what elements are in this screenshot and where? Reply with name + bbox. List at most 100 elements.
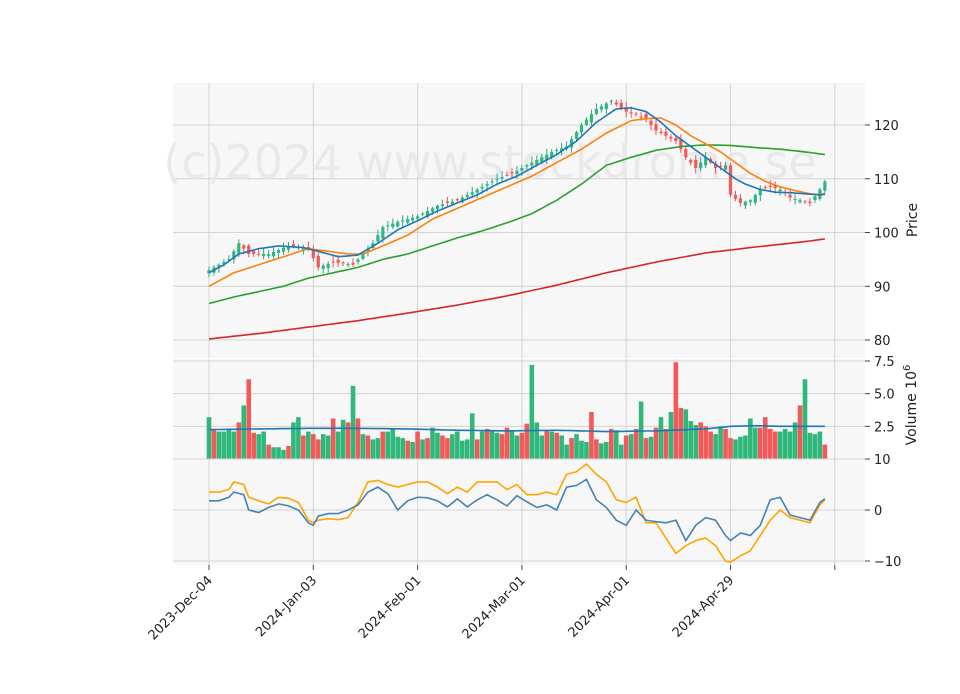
volume-bar xyxy=(380,431,386,459)
candle-body xyxy=(271,251,276,257)
volume-bar xyxy=(251,432,256,459)
volume-bar xyxy=(306,431,311,459)
volume-bar xyxy=(718,426,723,459)
volume-bar xyxy=(514,435,520,459)
volume-bar xyxy=(589,411,594,459)
candle-body xyxy=(649,120,653,125)
volume-bar xyxy=(325,435,331,459)
volume-bar xyxy=(350,385,356,459)
candle-body xyxy=(535,159,539,165)
volume-bar xyxy=(395,436,401,459)
candle-body xyxy=(500,176,504,179)
price-y-tick-label: 80 xyxy=(874,334,891,349)
candle-body xyxy=(505,174,509,176)
candle-body xyxy=(416,216,420,219)
volume-bar xyxy=(559,435,564,459)
volume-bar xyxy=(623,435,629,459)
candle-body xyxy=(664,131,668,136)
volume-axis-label: Volume 106 xyxy=(902,365,920,446)
volume-bar xyxy=(613,430,619,459)
candle-body xyxy=(798,200,802,203)
candle-body xyxy=(768,185,772,187)
candle-body xyxy=(654,124,658,131)
candle-body xyxy=(465,194,469,197)
volume-bar xyxy=(743,435,748,459)
candle-body xyxy=(550,151,554,158)
volume-bar xyxy=(584,442,589,459)
volume-bar xyxy=(440,435,445,459)
volume-bar xyxy=(618,444,624,459)
x-tick-label: 2024-Apr-01 xyxy=(566,573,633,640)
candle-body xyxy=(753,194,757,203)
candle-body xyxy=(420,213,425,215)
x-tick-label: 2024-Mar-01 xyxy=(460,573,529,642)
candle-body xyxy=(704,157,708,166)
candle-body xyxy=(674,138,678,142)
x-tick-label: 2023-Dec-04 xyxy=(146,573,216,643)
volume-bar xyxy=(499,434,505,459)
volume-bar xyxy=(296,417,301,459)
price-y-tick-label: 120 xyxy=(874,119,899,134)
volume-bar xyxy=(638,401,644,459)
volume-bar xyxy=(797,405,803,459)
volume-bar xyxy=(519,432,525,459)
price-series xyxy=(207,99,827,340)
volume-bar xyxy=(464,439,470,459)
volume-bar xyxy=(569,438,574,459)
volume-bar xyxy=(301,435,306,459)
volume-bar xyxy=(509,430,515,459)
volume-bar xyxy=(385,431,391,459)
volume-bar xyxy=(340,419,346,459)
volume-bar xyxy=(673,362,679,459)
candle-body xyxy=(788,194,792,198)
candle-body xyxy=(525,165,529,167)
volume-y-tick-label: 2.5 xyxy=(874,420,895,435)
candle-body xyxy=(594,108,598,114)
volume-y-tick-label: 7.5 xyxy=(874,355,895,370)
candle-body xyxy=(793,198,797,200)
volume-bar xyxy=(802,379,808,459)
volume-bar xyxy=(435,432,440,459)
candle-body xyxy=(435,205,440,209)
volume-y-axis: 2.5 5.0 7.5 xyxy=(865,355,895,435)
volume-bar xyxy=(782,428,788,459)
volume-bar xyxy=(792,422,798,459)
volume-bar xyxy=(693,425,699,459)
volume-bar xyxy=(460,440,465,459)
oscillator-y-axis: −10 0 10 xyxy=(865,453,901,570)
candle-body xyxy=(718,165,723,167)
candle-body xyxy=(669,136,673,139)
volume-bar xyxy=(544,430,550,459)
candle-body xyxy=(530,162,534,166)
volume-bar xyxy=(479,431,485,459)
candle-body xyxy=(629,112,633,114)
candle-body xyxy=(579,125,584,133)
volume-bar xyxy=(221,431,227,459)
volume-bar xyxy=(410,442,415,459)
volume-bar xyxy=(271,447,276,459)
candle-body xyxy=(574,132,579,139)
candle-body xyxy=(376,235,380,242)
candle-body xyxy=(217,264,221,268)
candle-body xyxy=(291,244,296,247)
candle-body xyxy=(301,247,305,251)
ma-200-line xyxy=(208,238,825,340)
volume-bar xyxy=(474,439,480,459)
price-y-tick-label: 110 xyxy=(874,173,899,188)
volume-bar xyxy=(539,435,545,459)
volume-bar xyxy=(445,438,450,459)
volume-bar xyxy=(504,427,510,459)
candle-body xyxy=(406,219,410,223)
volume-bar xyxy=(643,438,649,459)
volume-bar xyxy=(822,444,828,459)
candle-body xyxy=(207,270,211,274)
volume-bar xyxy=(430,427,435,459)
volume-bar xyxy=(360,434,366,459)
candle-body xyxy=(803,201,807,203)
candle-body xyxy=(386,225,390,227)
candle-body xyxy=(644,113,648,120)
price-panel-grid xyxy=(173,83,865,358)
volume-axis-label-exponent: 6 xyxy=(902,365,913,371)
